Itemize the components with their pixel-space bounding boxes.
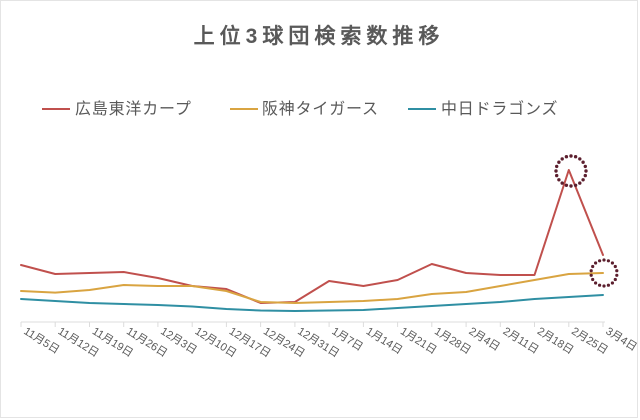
svg-text:2月18日: 2月18日 xyxy=(535,325,576,357)
svg-text:広島東洋カープ: 広島東洋カープ xyxy=(75,100,192,118)
svg-text:2月11日: 2月11日 xyxy=(501,325,541,356)
svg-text:3月4日: 3月4日 xyxy=(603,325,638,353)
svg-text:1月28日: 1月28日 xyxy=(432,325,473,357)
svg-text:阪神タイガース: 阪神タイガース xyxy=(262,100,379,118)
svg-text:1月14日: 1月14日 xyxy=(364,325,405,357)
svg-text:2月25日: 2月25日 xyxy=(569,325,610,357)
svg-text:中日ドラゴンズ: 中日ドラゴンズ xyxy=(441,99,558,118)
svg-text:11月5日: 11月5日 xyxy=(21,325,61,356)
svg-text:1月21日: 1月21日 xyxy=(398,325,439,357)
svg-text:2月4日: 2月4日 xyxy=(467,325,502,353)
